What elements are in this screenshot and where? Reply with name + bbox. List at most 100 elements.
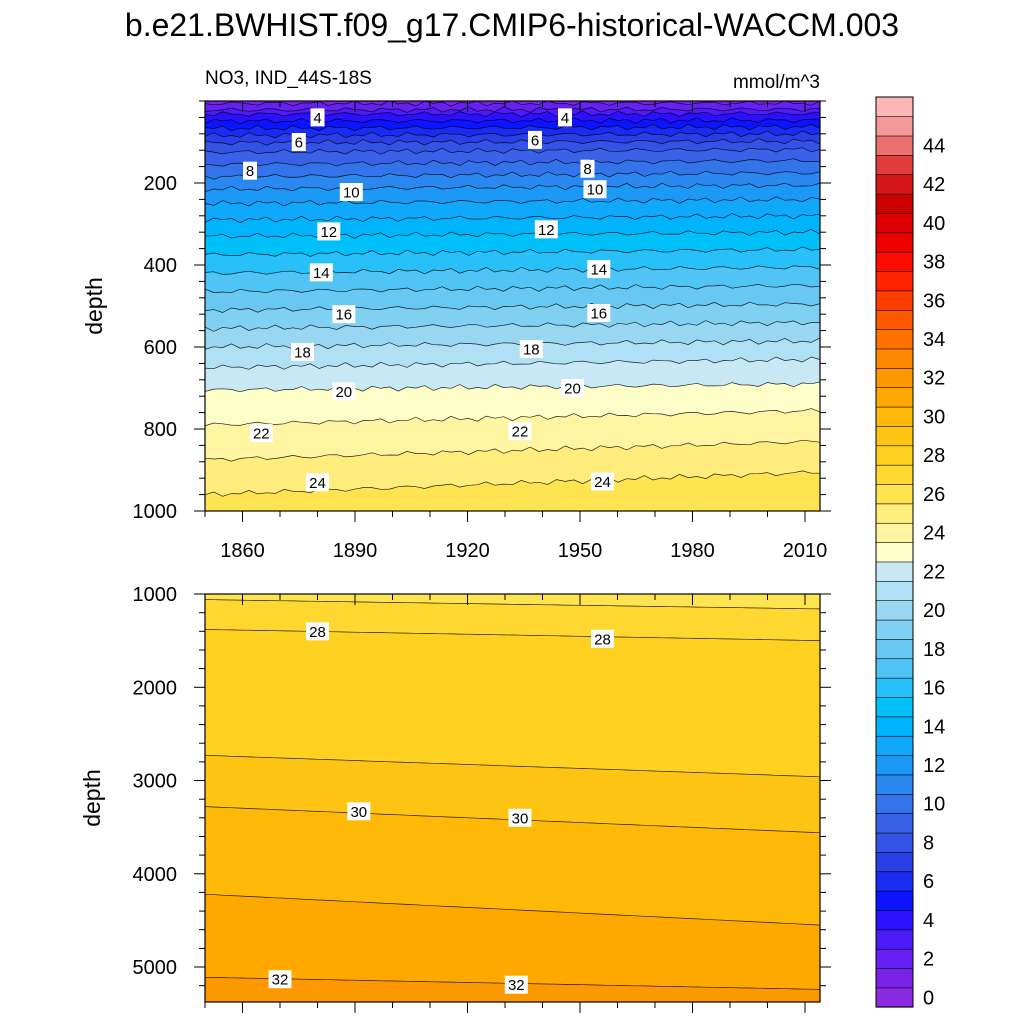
colorbar-swatch: [875, 600, 914, 621]
contour-label-box: [587, 304, 611, 322]
contour-label-text: 4: [313, 110, 321, 127]
colorbar-tick-label: 2: [923, 949, 934, 971]
colorbar-swatch: [875, 774, 914, 795]
colorbar-swatch: [875, 464, 914, 485]
contour-label-text: 28: [309, 624, 326, 641]
colorbar-tick-label: 30: [923, 407, 945, 429]
contour-label: 18: [291, 342, 314, 361]
colorbar-swatch: [875, 832, 914, 853]
colorbar-tick-label: 34: [923, 329, 945, 351]
contour-line-24: [205, 408, 820, 427]
upper-contour-fills: [205, 101, 820, 511]
colorbar-tick-label: 38: [923, 252, 945, 274]
contour-label-box: [309, 263, 333, 282]
x-tick-label: 1860: [220, 540, 265, 562]
contour-label-text: 24: [309, 475, 326, 492]
contour-label: 16: [587, 304, 611, 323]
lower-contour-labels: 28 28 30 30 32 32: [268, 622, 614, 994]
contour-label: 24: [306, 473, 329, 492]
contour-label-box: [504, 975, 528, 994]
contour-label: 4: [558, 108, 572, 127]
contour-label: 30: [347, 802, 371, 821]
contour-line-15: [205, 229, 820, 239]
contour-label: 8: [580, 159, 595, 178]
contour-label: 6: [291, 133, 306, 152]
contour-line-25: [205, 439, 820, 462]
contour-line-10: [205, 158, 820, 167]
colorbar-tick-label: 4: [923, 910, 934, 932]
contour-label-box: [306, 473, 329, 492]
contour-line-20: [205, 320, 820, 332]
contour-line-7: [205, 130, 820, 139]
colorbar-swatch: [875, 329, 914, 350]
x-tick-label: 1920: [445, 540, 490, 562]
contour-label-text: 28: [594, 631, 611, 648]
contour-label-box: [249, 424, 273, 443]
contour-label-text: 8: [246, 163, 254, 180]
contour-label-text: 16: [335, 307, 352, 324]
contour-line-8: [205, 138, 820, 146]
contour-label: 22: [249, 424, 273, 443]
contour-label: 24: [591, 472, 614, 491]
contour-label-text: 10: [343, 185, 360, 202]
contour-label: 6: [528, 130, 542, 149]
colorbar-swatch: [875, 309, 914, 330]
contour-label: 32: [268, 970, 292, 989]
contour-label-text: 16: [590, 306, 607, 323]
contour-label-text: 6: [295, 135, 303, 152]
contour-label-text: 32: [508, 977, 525, 994]
colorbar: 0246810121416182022242628303234363840424…: [875, 96, 945, 1009]
contour-label-box: [317, 222, 341, 241]
contour-label-box: [339, 183, 363, 201]
contour-line-29: [205, 754, 820, 778]
contour-line-9: [205, 147, 820, 155]
colorbar-tick-label: 26: [923, 484, 945, 506]
contour-label-box: [332, 305, 356, 324]
colorbar-tick-label: 40: [923, 213, 945, 235]
contour-label-box: [561, 379, 584, 397]
contour-label-box: [508, 422, 532, 441]
contour-label-text: 18: [294, 344, 311, 361]
variable-region-label: NO3, IND_44S-18S: [205, 68, 372, 89]
upper-depth-axis-label: depth: [81, 277, 107, 335]
colorbar-swatch: [875, 135, 914, 156]
lower-panel: 28 28 30 30 32 32 1000 2000 3000 4000 5000 depth: [79, 584, 831, 1013]
contour-label-box: [528, 130, 542, 149]
colorbar-swatch: [875, 367, 914, 389]
contour-label-text: 6: [531, 132, 539, 149]
colorbar-swatch: [875, 561, 914, 582]
colorbar-tick-label: 24: [923, 523, 945, 545]
contour-line-23: [205, 381, 820, 393]
contour-label: 20: [332, 382, 356, 401]
contour-label-box: [558, 108, 572, 127]
contour-label-text: 14: [313, 265, 330, 282]
contour-line-17: [205, 265, 820, 275]
colorbar-swatch: [875, 542, 914, 563]
colorbar-swatch: [875, 987, 914, 1008]
contour-label-text: 10: [587, 182, 604, 199]
y-tick-label: 1000: [133, 501, 178, 523]
colorbar-tick-label: 8: [923, 832, 934, 854]
colorbar-swatch: [875, 967, 914, 989]
contour-label: 12: [317, 222, 341, 241]
colorbar-swatch: [875, 871, 914, 892]
y-tick-label: 3000: [133, 771, 178, 793]
figure-title: b.e21.BWHIST.f09_g17.CMIP6-historical-WA…: [125, 7, 899, 43]
colorbar-swatch: [875, 387, 914, 408]
colorbar-swatch: [875, 96, 914, 117]
contour-label: 8: [243, 161, 257, 180]
contour-label-text: 22: [253, 426, 270, 443]
contour-label-box: [519, 340, 543, 358]
contour-line-22: [205, 356, 820, 370]
colorbar-swatch: [875, 503, 914, 524]
colorbar-swatch: [875, 813, 914, 834]
contour-label: 28: [591, 629, 614, 648]
contour-label-box: [332, 382, 356, 401]
contour-label-box: [310, 108, 325, 127]
contour-label: 16: [332, 305, 356, 324]
y-tick-label: 5000: [133, 957, 178, 979]
contour-label: 10: [339, 183, 363, 202]
